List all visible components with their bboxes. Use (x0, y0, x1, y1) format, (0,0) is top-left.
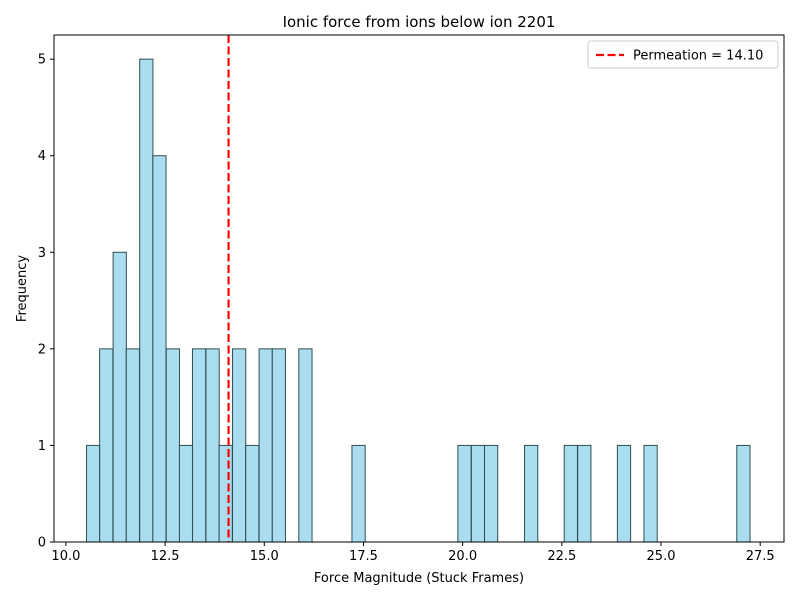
x-tick-label: 22.5 (547, 549, 576, 564)
histogram-bar-19 (483, 444, 499, 543)
histogram-bar-24 (643, 444, 658, 543)
x-tick-label: 12.5 (151, 549, 180, 564)
histogram-bar-5 (152, 155, 167, 543)
histogram-bar-18 (470, 444, 486, 543)
histogram-bar-3 (125, 348, 140, 543)
y-tick-label: 2 (38, 342, 46, 357)
histogram-bar-4 (139, 58, 154, 543)
y-axis-ticks: 0 1 2 3 4 5 (38, 53, 54, 551)
x-axis-ticks: 10.0 12.5 15.0 17.5 20.0 22.5 25.0 27.5 (51, 542, 775, 564)
legend: Permeation = 14.10 (587, 40, 779, 69)
histogram-bar-20 (524, 444, 539, 543)
chart-title: Ionic force from ions below ion 2201 (283, 13, 556, 31)
histogram-bar-25 (736, 444, 751, 543)
plot-frame (53, 34, 785, 543)
histogram-bar-7 (178, 444, 194, 543)
histogram-bar-0 (86, 444, 101, 543)
histogram-bar-1 (99, 348, 114, 543)
histogram-bar-15 (298, 348, 313, 543)
y-tick-label: 0 (38, 536, 46, 551)
y-tick-label: 5 (38, 53, 46, 68)
x-tick-label: 20.0 (448, 549, 477, 564)
histogram-bar-9 (205, 348, 220, 543)
x-tick-label: 10.0 (51, 549, 80, 564)
histogram-bar-13 (258, 348, 273, 543)
y-axis-label: Frequency (15, 255, 30, 322)
y-tick-label: 3 (38, 246, 46, 261)
histogram-bar-22 (577, 444, 592, 543)
x-tick-label: 27.5 (746, 549, 775, 564)
histogram-bar-16 (351, 444, 366, 543)
histogram-bar-10 (218, 444, 233, 543)
bars-group (86, 58, 751, 543)
histogram-bar-8 (191, 348, 207, 543)
x-tick-label: 25.0 (647, 549, 676, 564)
legend-entry-permeation: Permeation = 14.10 (633, 49, 763, 64)
legend-box (587, 40, 779, 69)
histogram-bar-11 (232, 348, 247, 543)
histogram-bar-2 (112, 251, 127, 543)
x-tick-label: 15.0 (250, 549, 279, 564)
x-tick-label: 17.5 (349, 549, 378, 564)
y-tick-label: 4 (38, 149, 46, 164)
histogram-bar-12 (245, 444, 260, 543)
y-tick-label: 1 (38, 439, 46, 454)
x-axis-label: Force Magnitude (Stuck Frames) (314, 571, 524, 586)
histogram-bar-21 (563, 444, 578, 543)
histogram-bar-17 (457, 444, 472, 543)
histogram-bar-14 (271, 348, 286, 543)
histogram-bar-6 (165, 348, 181, 543)
histogram-bar-23 (616, 444, 632, 543)
